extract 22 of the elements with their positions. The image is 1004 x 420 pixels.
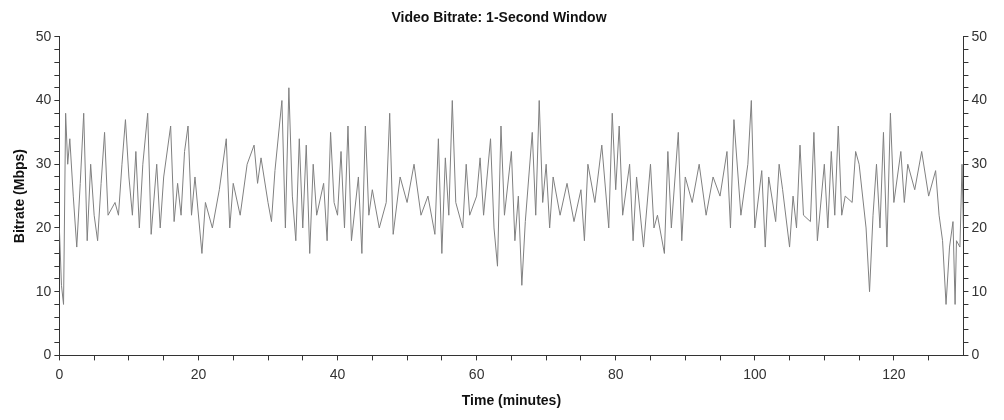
- chart-title: Video Bitrate: 1-Second Window: [391, 9, 607, 26]
- x-axis-title: Time (minutes): [461, 392, 562, 409]
- x-tick-label: 20: [190, 365, 207, 382]
- y2-tick-label: 0: [971, 346, 980, 363]
- x-tick-label: 0: [55, 365, 64, 382]
- y2-tick-label: 10: [971, 282, 988, 299]
- y-tick-label: 30: [35, 155, 52, 172]
- x-tick-label: 120: [882, 365, 906, 382]
- x-tick-label: 80: [607, 365, 624, 382]
- y-tick-label: 20: [35, 218, 52, 235]
- x-tick-label: 40: [329, 365, 346, 382]
- y2-tick-label: 50: [971, 27, 988, 44]
- y-tick-label: 10: [35, 282, 52, 299]
- x-tick-label: 60: [468, 365, 485, 382]
- y-tick-label: 40: [35, 91, 52, 108]
- y2-tick-label: 20: [971, 218, 988, 235]
- y2-tick-label: 30: [971, 155, 988, 172]
- y2-tick-label: 40: [971, 91, 988, 108]
- y-tick-label: 0: [43, 346, 52, 363]
- y-tick-label: 50: [35, 27, 52, 44]
- x-tick-label: 100: [743, 365, 767, 382]
- y-axis-title: Bitrate (Mbps): [11, 149, 28, 244]
